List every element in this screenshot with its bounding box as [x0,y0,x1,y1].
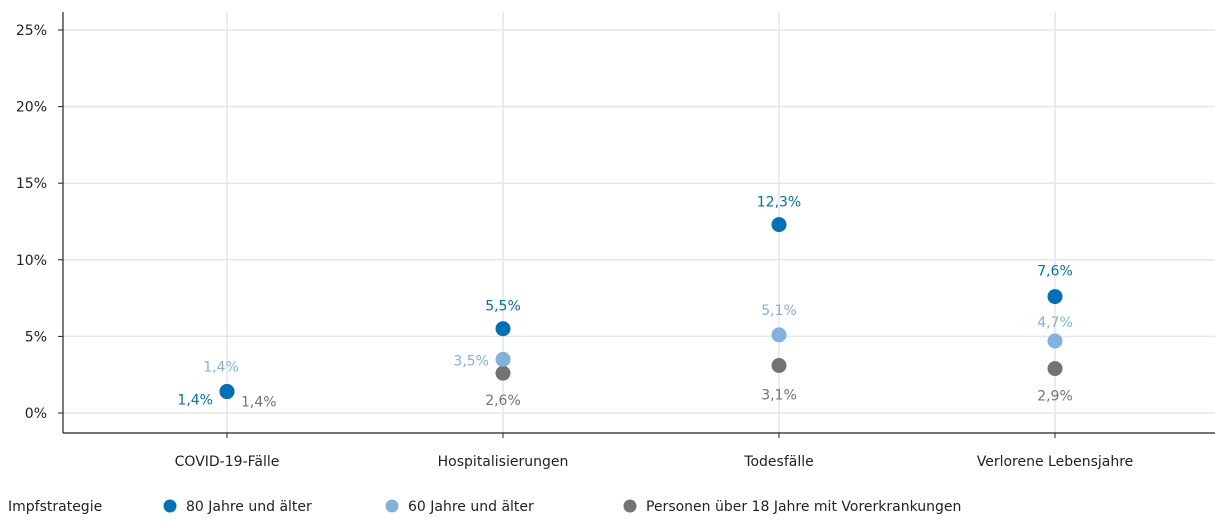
x-category-label: Hospitalisierungen [438,454,569,470]
data-point [1047,361,1063,377]
data-point [771,327,787,343]
data-points [219,217,1063,400]
data-point [1047,289,1063,305]
data-point [495,321,511,337]
data-label: 3,5% [453,353,489,369]
data-point [495,351,511,367]
legend-label: 60 Jahre und älter [408,499,534,515]
grid [63,12,1215,433]
data-label: 1,4% [241,395,277,411]
y-tick-label: 25% [16,23,47,39]
data-point [219,384,235,400]
legend-marker [623,499,637,513]
axes [62,12,1215,434]
y-tick-label: 20% [16,100,47,116]
x-axis-categories: COVID-19-Fälle Hospitalisierungen Todesfäl… [175,433,1134,470]
y-tick-label: 10% [16,253,47,269]
data-label: 5,1% [761,303,797,319]
data-label: 12,3% [757,195,801,211]
data-label: 2,9% [1037,389,1073,405]
data-label: 3,1% [761,388,797,404]
legend-label: Personen über 18 Jahre mit Vorerkrankung… [646,499,961,515]
data-point [771,217,787,233]
y-tick-label: 15% [16,176,47,192]
x-category-label: Todesfälle [743,454,813,470]
data-point [1047,333,1063,349]
x-category-label: Verlorene Lebensjahre [977,454,1134,470]
legend-marker [385,499,399,513]
data-label: 2,6% [485,393,521,409]
data-label: 1,4% [177,393,213,409]
data-label: 1,4% [203,360,239,376]
data-point [495,365,511,381]
y-tick-label: 5% [25,329,47,345]
data-label: 7,6% [1037,264,1073,280]
data-label: 4,7% [1037,315,1073,331]
legend-marker [163,499,177,513]
x-category-label: COVID-19-Fälle [175,454,280,470]
legend: Impfstrategie 80 Jahre und älter 60 Jahre… [8,499,961,515]
data-labels: 1,4% 5,5% 12,3% 7,6% 1,4% 3,5% 5,1% 4,7% 1,4% 2,6… [177,195,1072,411]
data-point [771,358,787,374]
legend-title: Impfstrategie [8,499,102,515]
y-tick-label: 0% [25,406,47,422]
y-axis-ticks: 0% 5% 10% 15% 20% 25% [16,23,63,422]
legend-label: 80 Jahre und älter [186,499,312,515]
data-label: 5,5% [485,299,521,315]
